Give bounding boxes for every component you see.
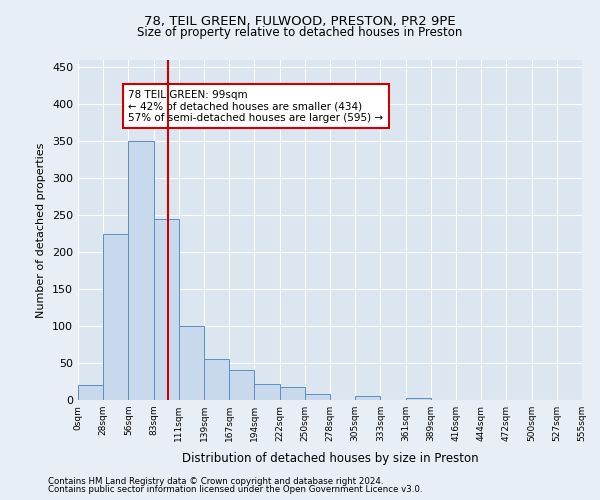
Bar — [103, 234, 128, 400]
Bar — [254, 384, 280, 400]
Text: 78 TEIL GREEN: 99sqm
← 42% of detached houses are smaller (434)
57% of semi-deta: 78 TEIL GREEN: 99sqm ← 42% of detached h… — [128, 90, 383, 123]
Bar — [179, 326, 204, 400]
X-axis label: Distribution of detached houses by size in Preston: Distribution of detached houses by size … — [182, 452, 478, 466]
Bar — [355, 396, 380, 400]
Bar — [305, 394, 330, 400]
Bar — [204, 360, 229, 400]
Text: 78, TEIL GREEN, FULWOOD, PRESTON, PR2 9PE: 78, TEIL GREEN, FULWOOD, PRESTON, PR2 9P… — [144, 15, 456, 28]
Bar — [229, 370, 254, 400]
Bar — [406, 398, 431, 400]
Bar — [78, 385, 103, 400]
Bar — [128, 142, 154, 400]
Text: Size of property relative to detached houses in Preston: Size of property relative to detached ho… — [137, 26, 463, 39]
Text: Contains HM Land Registry data © Crown copyright and database right 2024.: Contains HM Land Registry data © Crown c… — [48, 477, 383, 486]
Text: Contains public sector information licensed under the Open Government Licence v3: Contains public sector information licen… — [48, 484, 422, 494]
Y-axis label: Number of detached properties: Number of detached properties — [37, 142, 46, 318]
Bar — [280, 386, 305, 400]
Bar — [154, 219, 179, 400]
